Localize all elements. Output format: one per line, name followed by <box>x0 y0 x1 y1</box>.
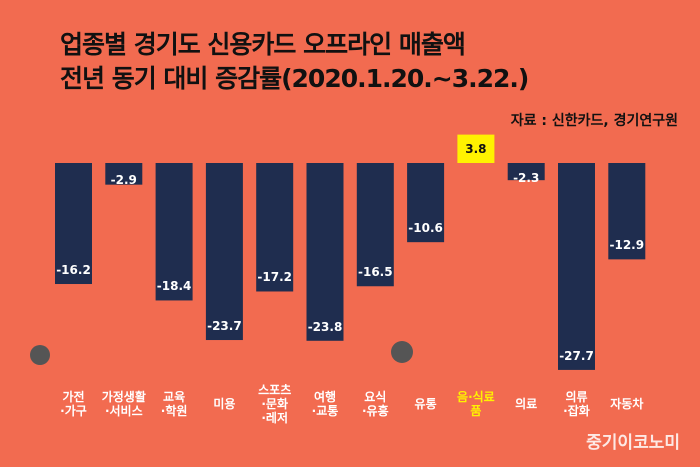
value-label: 3.8 <box>465 141 487 156</box>
value-label: -23.8 <box>307 319 343 334</box>
decoration <box>30 345 50 365</box>
watermark: 중기이코노미 <box>586 433 680 453</box>
x-tick-label: 스포츠 ·문화 ·레저 <box>258 383 292 425</box>
value-label: -17.2 <box>257 270 292 285</box>
bar <box>155 163 193 301</box>
bar <box>205 163 243 341</box>
value-label: -27.7 <box>559 348 594 363</box>
bar <box>558 163 595 370</box>
x-tick-label: 미용 <box>213 397 236 411</box>
x-tick-label: 가전 ·가구 <box>60 390 87 418</box>
x-tick-label: 음·식료 품 <box>457 390 495 418</box>
bar <box>55 163 92 285</box>
value-label: -10.6 <box>408 221 443 236</box>
chart-title: 업종별 경기도 신용카드 오프라인 매출액 전년 동기 대비 증감률(2020.… <box>60 30 529 93</box>
x-tick-label: 자동차 <box>610 397 644 411</box>
value-label: -23.7 <box>207 319 242 334</box>
bar <box>608 163 646 260</box>
value-label: -16.2 <box>56 263 91 277</box>
decoration <box>391 341 413 363</box>
value-label: -16.5 <box>358 265 393 280</box>
x-tick-label: 의류 ·잡화 <box>563 390 590 418</box>
x-tick-label: 의료 <box>515 397 538 411</box>
x-tick-label: 요식 ·유흥 <box>361 390 389 418</box>
value-label: -2.3 <box>513 170 540 185</box>
bar <box>306 163 344 341</box>
x-tick-label: 교육 ·학원 <box>160 390 188 418</box>
value-label: -18.4 <box>156 279 192 294</box>
x-tick-label: 가정생활 ·서비스 <box>101 390 146 418</box>
bar <box>256 163 294 292</box>
value-label: -12.9 <box>609 238 645 253</box>
value-label: -2.9 <box>110 172 137 187</box>
source: 자료 : 신한카드, 경기연구원 <box>510 113 678 129</box>
bar <box>356 163 394 287</box>
x-tick-label: 여행 ·교통 <box>311 390 339 418</box>
x-tick-label: 유통 <box>414 397 437 411</box>
bar <box>105 163 143 185</box>
bar <box>457 134 495 163</box>
bar <box>507 163 545 181</box>
bar <box>407 163 445 243</box>
